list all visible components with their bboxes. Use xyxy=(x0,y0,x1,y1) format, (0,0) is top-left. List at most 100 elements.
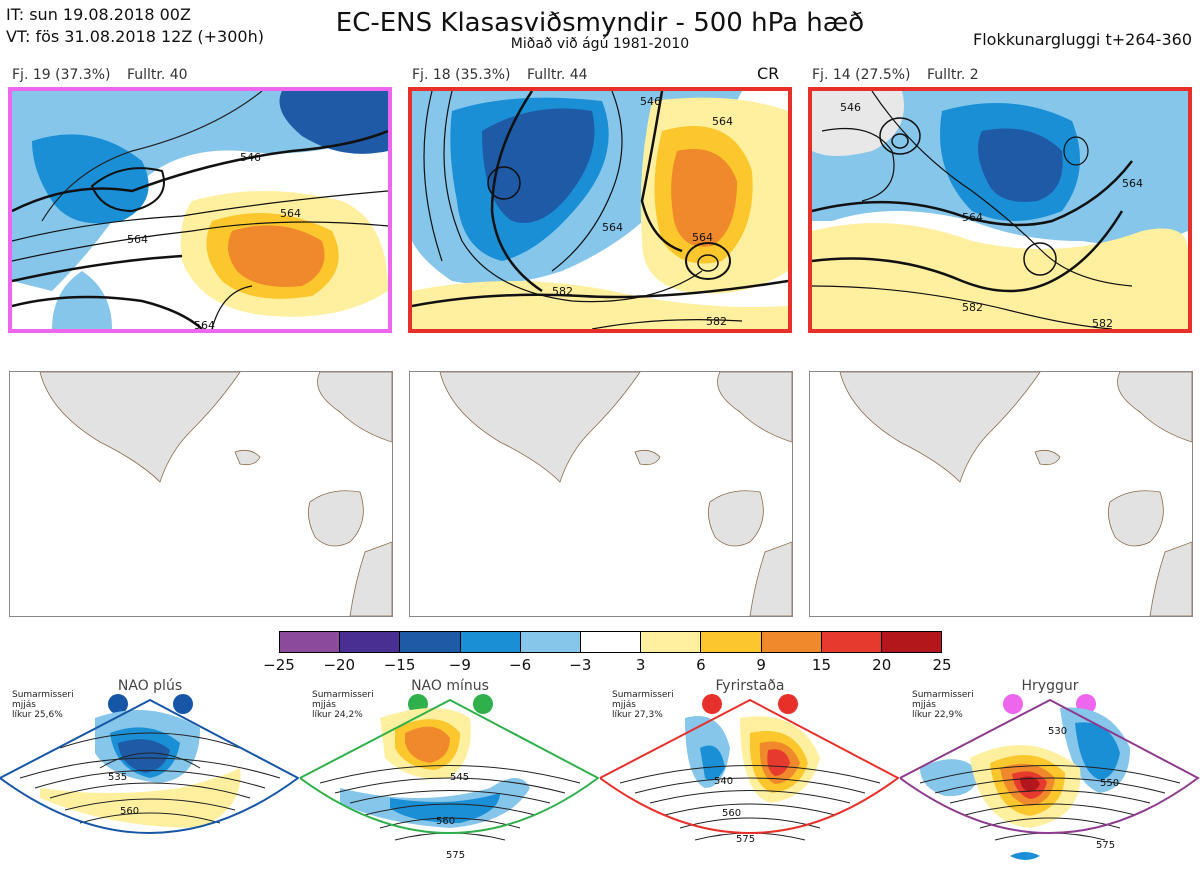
colorbar-tick-label: −6 xyxy=(509,656,532,674)
season-label: Sumarmisseri xyxy=(312,690,374,700)
cluster-window: Flokkunargluggi t+264-360 xyxy=(973,30,1192,49)
contour-label: 575 xyxy=(736,834,755,845)
regime-nao-minus: NAO mínus Sumarmisseri mjjás líkur 24,2%… xyxy=(300,678,600,871)
contour-label: 560 xyxy=(120,806,139,817)
initial-time: IT: sun 19.08.2018 00Z xyxy=(6,5,191,24)
contour-label: 560 xyxy=(436,816,455,827)
colorbar-tick-label: 15 xyxy=(811,656,831,674)
cluster-control: Fulltr. 2 xyxy=(926,67,979,83)
svg-text:582: 582 xyxy=(552,285,573,298)
cluster-label-3: Fj. 14 (27.5%) Fulltr. 2 xyxy=(812,67,991,83)
regime-dot xyxy=(1003,694,1023,714)
cluster-name: Fj. 19 (37.3%) xyxy=(12,67,111,83)
regime-note: Sumarmisseri mjjás líkur 22,9% xyxy=(912,690,974,720)
colorbar-bin xyxy=(701,632,762,652)
colorbar-bin xyxy=(400,632,461,652)
svg-text:582: 582 xyxy=(962,301,983,314)
regime-dot xyxy=(778,694,798,714)
empty-map-2 xyxy=(409,371,793,617)
colorbar-tick-label: −3 xyxy=(569,656,592,674)
regime-dot xyxy=(108,694,128,714)
regime-title: NAO mínus xyxy=(411,678,489,694)
anomaly-colorbar xyxy=(279,631,942,653)
colorbar-tick-label: −9 xyxy=(448,656,471,674)
cluster-map-3: 546 564 564 582 582 xyxy=(808,87,1192,333)
regime-dot xyxy=(702,694,722,714)
cluster-control: Fulltr. 44 xyxy=(526,67,588,83)
colorbar-bin xyxy=(460,632,521,652)
regime-note: Sumarmisseri mjjás líkur 24,2% xyxy=(312,690,374,720)
regime-title: NAO plús xyxy=(117,678,183,694)
svg-text:564: 564 xyxy=(712,115,733,128)
season-label: Sumarmisseri xyxy=(12,690,74,700)
colorbar-tick-label: −25 xyxy=(263,656,295,674)
svg-text:582: 582 xyxy=(1092,317,1113,329)
svg-text:564: 564 xyxy=(280,207,301,220)
regime-blocking: Fyrirstaða Sumarmisseri mjjás líkur 27,3… xyxy=(600,678,900,871)
empty-map-3 xyxy=(809,371,1193,617)
regime-dot xyxy=(473,694,493,714)
probability-label: líkur 25,6% xyxy=(12,710,63,720)
colorbar-bin xyxy=(821,632,882,652)
svg-text:546: 546 xyxy=(640,95,661,108)
contour-label: 575 xyxy=(446,850,465,861)
regime-nao-plus: NAO plús Sumarmisseri mjjás líkur 25,6% … xyxy=(0,678,300,871)
cluster-map-2: 546 564 564 564 582 582 xyxy=(408,87,792,333)
cluster-label-1: Fj. 19 (37.3%) Fulltr. 40 xyxy=(12,67,200,83)
colorbar-bin xyxy=(881,632,942,652)
months-label: mjjás xyxy=(312,700,336,710)
svg-text:546: 546 xyxy=(840,101,861,114)
regime-note: Sumarmisseri mjjás líkur 27,3% xyxy=(612,690,674,720)
regime-title: Fyrirstaða xyxy=(715,678,785,694)
colorbar-bin xyxy=(580,632,642,652)
probability-label: líkur 27,3% xyxy=(612,710,663,720)
colorbar-tick-label: 6 xyxy=(696,656,706,674)
probability-label: líkur 22,9% xyxy=(912,710,963,720)
svg-text:564: 564 xyxy=(962,211,983,224)
months-label: mjjás xyxy=(912,700,936,710)
contour-label: 545 xyxy=(450,772,469,783)
cluster-name: Fj. 18 (35.3%) xyxy=(412,67,511,83)
svg-text:564: 564 xyxy=(692,231,713,244)
months-label: mjjás xyxy=(612,700,636,710)
colorbar-tick-label: −15 xyxy=(383,656,416,674)
empty-map-1 xyxy=(9,371,393,617)
svg-text:564: 564 xyxy=(602,221,623,234)
colorbar-tick-label: 20 xyxy=(872,656,892,674)
contour-label: 560 xyxy=(722,808,741,819)
cluster-label-2: Fj. 18 (35.3%) Fulltr. 44 xyxy=(412,67,600,83)
colorbar-bin xyxy=(641,632,702,652)
svg-text:546: 546 xyxy=(240,151,261,164)
probability-label: líkur 24,2% xyxy=(312,710,363,720)
cluster-name: Fj. 14 (27.5%) xyxy=(812,67,911,83)
contour-label: 550 xyxy=(1100,778,1119,789)
months-label: mjjás xyxy=(12,700,36,710)
colorbar-tick-label: −20 xyxy=(323,656,356,674)
regime-ridge: Hryggur Sumarmisseri mjjás líkur 22,9% 5… xyxy=(900,678,1200,871)
cluster-map-1: 546 564 564 564 xyxy=(8,87,392,333)
colorbar-bin xyxy=(520,632,581,652)
svg-text:582: 582 xyxy=(706,315,727,328)
svg-text:564: 564 xyxy=(1122,177,1143,190)
colorbar-bin xyxy=(340,632,401,652)
season-label: Sumarmisseri xyxy=(912,690,974,700)
regime-title: Hryggur xyxy=(1021,678,1079,694)
page-title: EC-ENS Klasasviðsmyndir - 500 hPa hæð xyxy=(335,8,865,38)
cluster-badge: CR xyxy=(757,64,780,83)
regime-dot xyxy=(173,694,193,714)
regime-note: Sumarmisseri mjjás líkur 25,6% xyxy=(12,690,74,720)
contour-label: 535 xyxy=(108,772,127,783)
colorbar-bin xyxy=(761,632,822,652)
season-label: Sumarmisseri xyxy=(612,690,674,700)
page-subtitle: Miðað við ágú 1981-2010 xyxy=(510,36,690,52)
colorbar-tick-label: 3 xyxy=(635,656,646,674)
colorbar-bin xyxy=(280,632,341,652)
contour-label: 540 xyxy=(714,776,733,787)
run-info: IT: sun 19.08.2018 00Z VT: fös 31.08.201… xyxy=(6,4,264,48)
valid-time: VT: fös 31.08.2018 12Z (+300h) xyxy=(6,27,264,46)
contour-label: 575 xyxy=(1096,840,1115,851)
svg-text:564: 564 xyxy=(127,233,148,246)
colorbar-ticks: −25 −20 −15 −9 −6 −3 3 6 9 15 20 25 xyxy=(263,656,957,676)
contour-label: 530 xyxy=(1048,726,1067,737)
cluster-control: Fulltr. 40 xyxy=(126,67,188,83)
